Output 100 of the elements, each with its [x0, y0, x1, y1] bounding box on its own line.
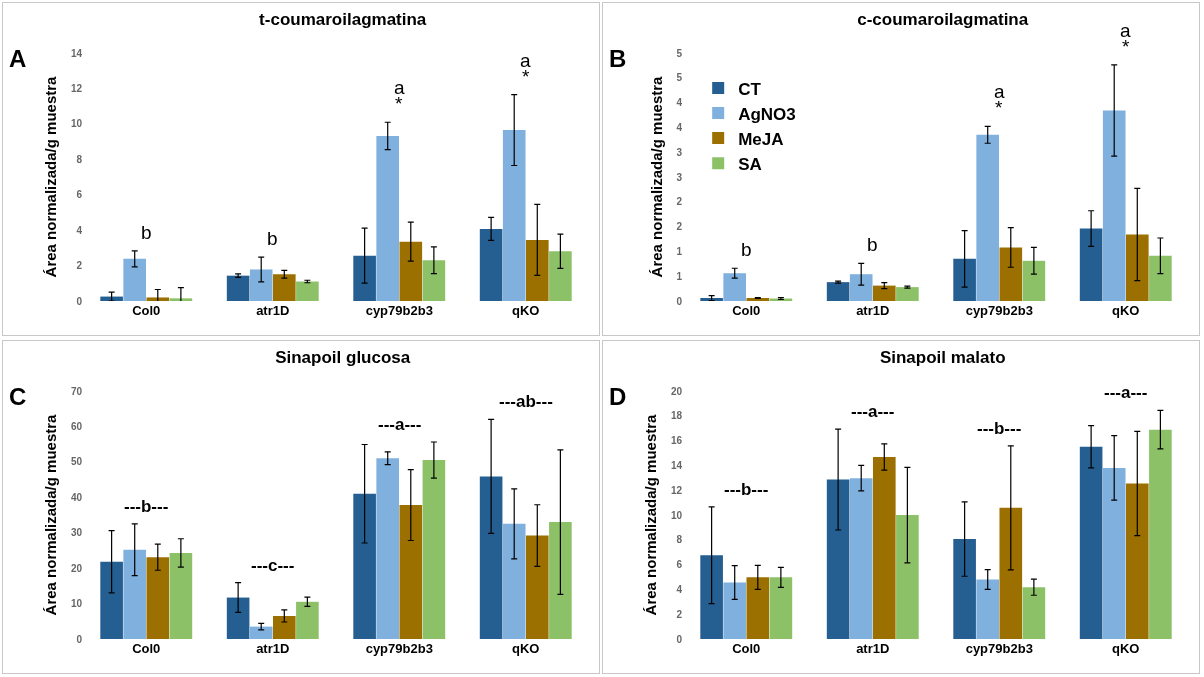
bar — [1079, 228, 1103, 301]
y-tick-label: 14 — [70, 47, 83, 59]
x-tick-label: cyp79b2b3 — [365, 641, 433, 656]
bar — [953, 539, 976, 639]
chart-title: Sinapoil malato — [879, 347, 1006, 367]
bar — [976, 134, 1000, 301]
y-tick-label: 14 — [670, 459, 683, 471]
bar — [849, 274, 873, 301]
annotation: b — [267, 228, 278, 249]
x-tick-label: Col0 — [732, 641, 761, 656]
bar — [525, 535, 549, 639]
bar — [502, 523, 526, 639]
annotation: ---ab--- — [499, 392, 553, 411]
bar — [353, 255, 376, 301]
y-tick-label: 12 — [70, 82, 83, 94]
bar — [1125, 234, 1149, 301]
y-axis-title: Área normalizada/g muestra — [647, 75, 665, 278]
y-tick-label: 5 — [676, 72, 683, 84]
text: C — [9, 383, 27, 410]
chart-title: c-coumaroilagmatina — [857, 9, 1029, 29]
x-tick-label: Col0 — [132, 641, 161, 656]
y-tick-label: 4 — [676, 121, 683, 133]
x-tick-label: atr1D — [256, 641, 290, 656]
bar — [479, 228, 503, 301]
x-tick-label: qKO — [512, 641, 540, 656]
bar — [272, 274, 296, 301]
legend-label: MeJA — [738, 129, 784, 149]
bar — [226, 275, 250, 301]
bar — [296, 601, 319, 639]
bar — [146, 297, 170, 301]
annotation: ---a--- — [1104, 383, 1148, 402]
legend-label: SA — [738, 154, 762, 174]
x-tick-label: qKO — [1112, 641, 1140, 656]
bar — [1079, 446, 1103, 639]
bar — [123, 549, 147, 639]
y-tick-label: 6 — [76, 189, 83, 201]
bar — [1102, 467, 1126, 639]
bar — [769, 577, 793, 639]
y-tick-label: 0 — [676, 295, 683, 307]
y-tick-label: 2 — [676, 196, 683, 208]
text: A — [9, 45, 27, 72]
x-tick-label: cyp79b2b3 — [965, 641, 1033, 656]
bar — [999, 247, 1023, 301]
bar — [376, 135, 400, 301]
annotation: b — [867, 234, 878, 255]
bar — [399, 241, 423, 301]
y-tick-label: 40 — [70, 491, 83, 503]
y-tick-label: 1 — [676, 270, 683, 282]
text: B — [609, 45, 627, 72]
y-tick-label: 4 — [676, 97, 683, 109]
bar — [226, 597, 250, 639]
x-tick-label: atr1D — [856, 303, 890, 318]
x-tick-label: cyp79b2b3 — [965, 303, 1033, 318]
bar — [872, 285, 896, 301]
bar — [1102, 110, 1126, 301]
bar — [746, 577, 770, 639]
bar — [479, 476, 503, 639]
x-tick-label: qKO — [1112, 303, 1140, 318]
y-tick-label: 12 — [670, 484, 683, 496]
bar — [723, 273, 747, 301]
bar — [1022, 260, 1046, 301]
annotation: b — [741, 239, 752, 260]
y-axis-title: Área normalizada/g muestra — [642, 413, 660, 616]
bar — [169, 552, 193, 639]
y-tick-label: 20 — [670, 385, 683, 397]
text: D — [609, 383, 627, 410]
bar — [976, 579, 1000, 639]
bar — [1022, 587, 1046, 639]
y-axis-title: Área normalizada/g muestra — [42, 413, 60, 616]
annotation: ---a--- — [378, 415, 422, 434]
bar — [1149, 255, 1172, 301]
legend-label: CT — [738, 79, 762, 99]
bar — [700, 555, 723, 639]
bar — [1149, 429, 1172, 639]
y-tick-label: 50 — [70, 456, 83, 468]
bar — [525, 239, 549, 301]
bar — [296, 281, 319, 301]
y-tick-label: 5 — [676, 47, 683, 59]
y-tick-label: 3 — [676, 171, 683, 183]
x-tick-label: Col0 — [132, 303, 161, 318]
bar — [399, 505, 423, 639]
y-tick-label: 18 — [670, 410, 683, 422]
bar — [353, 493, 376, 639]
y-tick-label: 70 — [70, 385, 83, 397]
bar — [169, 298, 193, 301]
y-tick-label: 2 — [76, 260, 83, 272]
y-axis-title: Área normalizada/g muestra — [42, 75, 60, 278]
bar — [249, 626, 273, 639]
bar — [746, 298, 770, 301]
bar — [953, 258, 976, 301]
bar — [896, 515, 919, 639]
bar — [849, 478, 873, 639]
annotation: ---b--- — [724, 480, 769, 499]
chart-title: t-coumaroilagmatina — [259, 9, 427, 29]
y-tick-label: 30 — [70, 527, 83, 539]
annotation: ---a--- — [851, 402, 895, 421]
bar — [896, 287, 919, 301]
x-tick-label: cyp79b2b3 — [365, 303, 433, 318]
x-tick-label: atr1D — [856, 641, 890, 656]
annotation: ---b--- — [124, 497, 169, 516]
